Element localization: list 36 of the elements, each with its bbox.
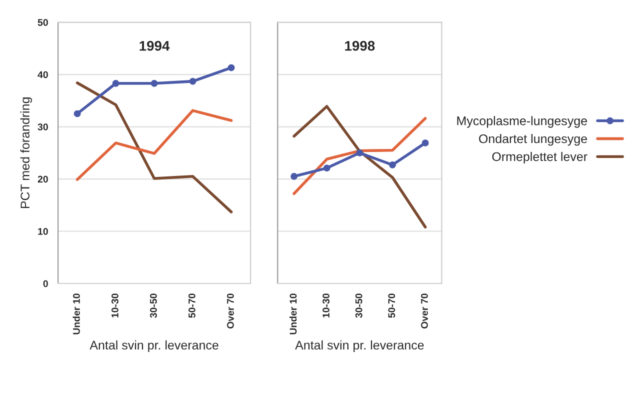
y-tick-label: 40 xyxy=(38,71,48,78)
x-tick-label: Over 70 xyxy=(226,294,234,328)
y-axis-title: PCT med forandring xyxy=(20,98,32,208)
x-tick-label: Under 10 xyxy=(290,294,297,334)
x-tick-label: 50-70 xyxy=(188,294,196,318)
y-tick-label: 20 xyxy=(38,176,48,183)
x-tick-label: 30-50 xyxy=(355,294,362,318)
point xyxy=(422,139,429,146)
point xyxy=(74,110,81,118)
x-tick-label: 10-30 xyxy=(322,294,330,318)
legend-label: Ondartet lungesyge xyxy=(479,134,587,146)
point xyxy=(290,172,298,180)
y-tick-label: 0 xyxy=(43,280,48,288)
point xyxy=(389,161,396,168)
point xyxy=(150,80,158,87)
x-tick-label: Under 10 xyxy=(72,294,80,334)
y-tick-label: 30 xyxy=(38,124,48,130)
point xyxy=(228,64,235,72)
y-tick-label: 50 xyxy=(38,19,48,26)
point xyxy=(323,164,330,172)
line-series xyxy=(76,109,233,181)
y-tick-label: 10 xyxy=(38,228,48,235)
x-tick-label: Over 70 xyxy=(421,294,428,328)
legend-label: Ormeplettet lever xyxy=(492,152,588,164)
text: 1994 xyxy=(140,40,170,51)
point xyxy=(189,78,196,85)
point xyxy=(112,80,120,87)
legend-label: Mycoplasme-lungesyge xyxy=(457,116,587,128)
x-tick-label: 30-50 xyxy=(150,294,157,318)
text: 1998 xyxy=(345,40,375,51)
point xyxy=(356,149,364,156)
x-axis-title: Antal svin pr. leverance xyxy=(295,340,424,352)
x-tick-label: 10-30 xyxy=(112,294,118,318)
x-axis-title: Antal svin pr. leverance xyxy=(90,340,218,352)
line-series xyxy=(76,81,233,214)
x-tick-label: 50-70 xyxy=(388,294,396,318)
